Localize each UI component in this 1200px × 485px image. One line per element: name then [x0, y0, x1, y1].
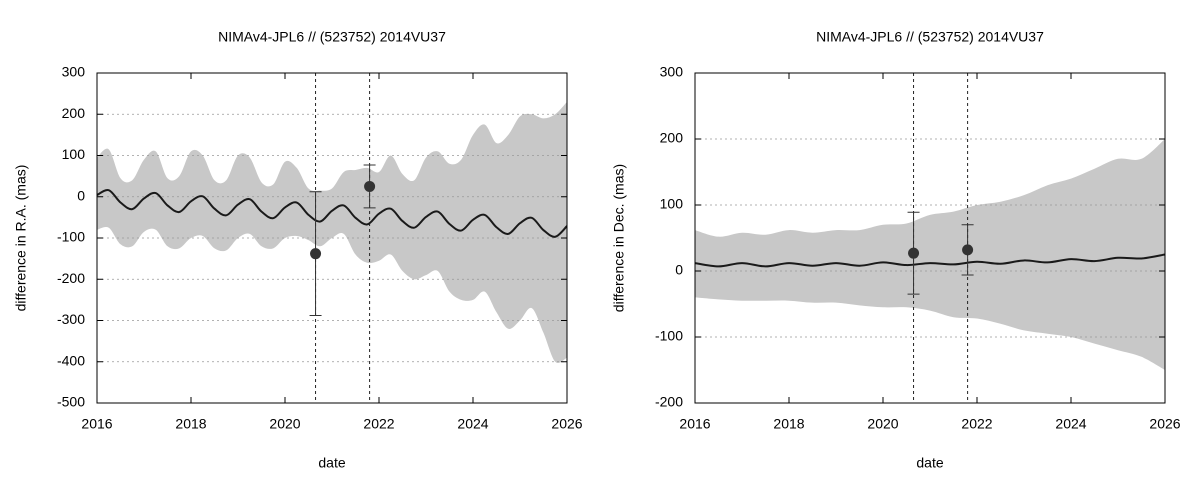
x-tick-label: 2026	[1149, 416, 1180, 432]
x-tick-label: 2018	[175, 416, 206, 432]
y-tick-label: 300	[62, 64, 86, 80]
prediction-line	[97, 188, 567, 238]
x-tick-label: 2024	[1055, 416, 1086, 432]
x-tick-label: 2016	[679, 416, 710, 432]
y-tick-label: -100	[57, 229, 85, 245]
x-tick-label: 2022	[363, 416, 394, 432]
y-tick-label: -400	[57, 352, 85, 368]
y-tick-label: 0	[675, 262, 683, 278]
y-axis-label: difference in Dec. (mas)	[611, 164, 627, 312]
chart-panel: NIMAv4-JPL6 // (523752) 2014VU37 date diff…	[13, 29, 583, 471]
chart-panel: NIMAv4-JPL6 // (523752) 2014VU37 date diff…	[611, 29, 1181, 471]
y-tick-label: 200	[62, 105, 86, 121]
x-tick-label: 2020	[269, 416, 300, 432]
y-tick-label: 200	[660, 130, 684, 146]
prediction-line	[695, 253, 1165, 268]
y-tick-label: 300	[660, 64, 684, 80]
x-tick-label: 2020	[867, 416, 898, 432]
chart-title: NIMAv4-JPL6 // (523752) 2014VU37	[218, 29, 446, 45]
y-tick-label: 100	[660, 196, 684, 212]
x-axis-label: date	[916, 455, 943, 471]
y-tick-label: -200	[57, 270, 85, 286]
x-axis-label: date	[318, 455, 345, 471]
y-tick-label: -300	[57, 311, 85, 327]
y-tick-label: 100	[62, 146, 86, 162]
x-tick-label: 2018	[773, 416, 804, 432]
plot-frame	[96, 72, 568, 404]
x-tick-label: 2016	[81, 416, 112, 432]
y-tick-label: -500	[57, 394, 85, 410]
y-axis-label: difference in R.A. (mas)	[13, 165, 29, 312]
observation-point	[310, 248, 322, 260]
chart-title: NIMAv4-JPL6 // (523752) 2014VU37	[816, 29, 1044, 45]
uncertainty-band	[97, 101, 567, 363]
y-tick-label: -200	[655, 394, 683, 410]
x-tick-label: 2026	[551, 416, 582, 432]
observation-point	[962, 244, 974, 256]
observation-point	[908, 247, 920, 259]
y-tick-label: -100	[655, 328, 683, 344]
plot-frame	[694, 72, 1166, 404]
y-tick-label: 0	[77, 187, 85, 203]
uncertainty-band	[695, 139, 1165, 370]
x-tick-label: 2024	[457, 416, 488, 432]
x-tick-label: 2022	[961, 416, 992, 432]
observation-point	[364, 180, 376, 192]
